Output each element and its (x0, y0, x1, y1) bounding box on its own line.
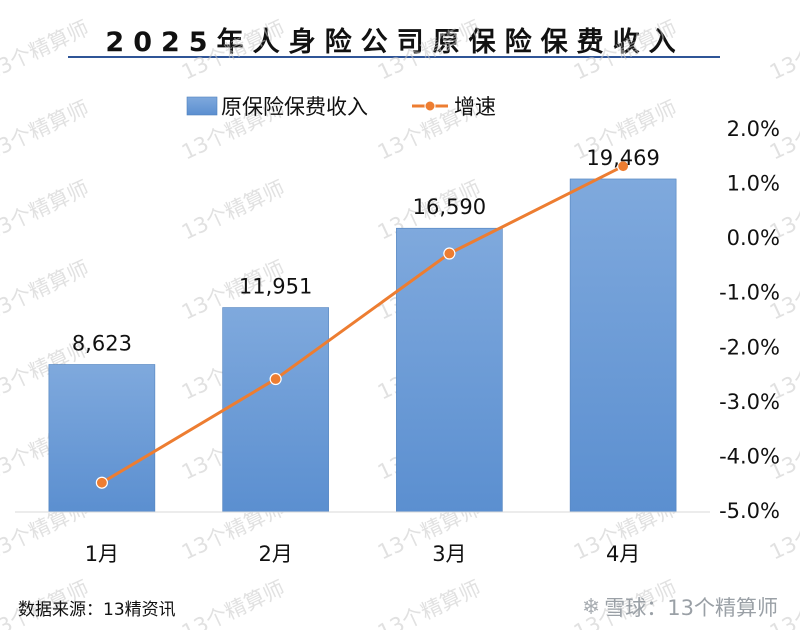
chart-title: 2025年人身险公司原保险保费收入 (105, 27, 685, 58)
watermark-logo: ❄ 雪球：13个精算师 (582, 592, 778, 622)
y-right-tick-label: 1.0% (727, 172, 780, 196)
watermark-text: 13个精算师 (178, 16, 289, 85)
legend-bar-swatch (186, 96, 218, 116)
watermark-logo-text: 雪球：13个精算师 (604, 596, 778, 620)
bar-1 (48, 364, 156, 513)
title-underline (68, 56, 720, 58)
legend: 原保险保费收入 增速 (186, 95, 496, 119)
watermark-text: 13个精算师 (374, 16, 485, 85)
x-tick-label: 2月 (258, 542, 292, 566)
y-right-tick-label: -5.0% (719, 499, 780, 523)
bar-value-label: 16,590 (413, 195, 486, 219)
bar-value-label: 11,951 (239, 275, 312, 299)
watermark-text: 13个精算师 (374, 576, 485, 630)
y-right-tick-label: -1.0% (719, 281, 780, 305)
x-tick-label: 4月 (606, 542, 640, 566)
watermark-text: 13个精算师 (0, 16, 92, 85)
y-right-tick-label: 0.0% (727, 226, 780, 250)
bar-4 (569, 178, 677, 513)
watermark-text: 13个精算师 (178, 576, 289, 630)
growth-line-layer (95, 160, 630, 489)
bars-layer (48, 178, 677, 513)
source-note: 数据来源：13精资讯 (18, 600, 176, 620)
growth-point-2 (269, 372, 282, 386)
watermark-text: 13个精算师 (570, 16, 681, 85)
bar-3 (396, 227, 503, 513)
watermark-text: 13个精算师 (0, 96, 92, 165)
growth-point-1 (95, 476, 108, 489)
snowball-logo-icon: ❄ (581, 594, 601, 620)
watermark-text: 13个精算师 (178, 176, 289, 245)
growth-point-3 (443, 247, 456, 260)
bar-2 (222, 307, 329, 513)
legend-line-label: 增速 (454, 95, 496, 119)
growth-line (101, 164, 624, 485)
y-right-tick-label: -3.0% (719, 390, 780, 414)
growth-point-4 (617, 160, 630, 173)
y-right-tick-label: -4.0% (719, 444, 780, 468)
bar-value-label: 8,623 (72, 331, 132, 355)
legend-bar-label: 原保险保费收入 (221, 95, 368, 119)
watermark-text: 13个精算师 (0, 176, 92, 245)
bar-value-label: 19,469 (586, 146, 659, 170)
y-right-tick-label: -2.0% (719, 335, 780, 359)
axis-layer: 1月 2月 3月 4月 2.0% 1.0% 0.0% -1.0% -2.0% -3.0% -4.0%… (15, 117, 780, 566)
y-right-tick-label: 2.0% (727, 117, 780, 141)
x-tick-label: 3月 (432, 542, 466, 566)
labels-layer: 8,623 11,951 16,590 19,469 (72, 146, 660, 356)
watermark-text: 13个精算师 (766, 16, 800, 85)
watermark-text: 13个精算师 (0, 256, 92, 325)
legend-line-marker (424, 100, 436, 112)
x-tick-label: 1月 (85, 542, 119, 566)
